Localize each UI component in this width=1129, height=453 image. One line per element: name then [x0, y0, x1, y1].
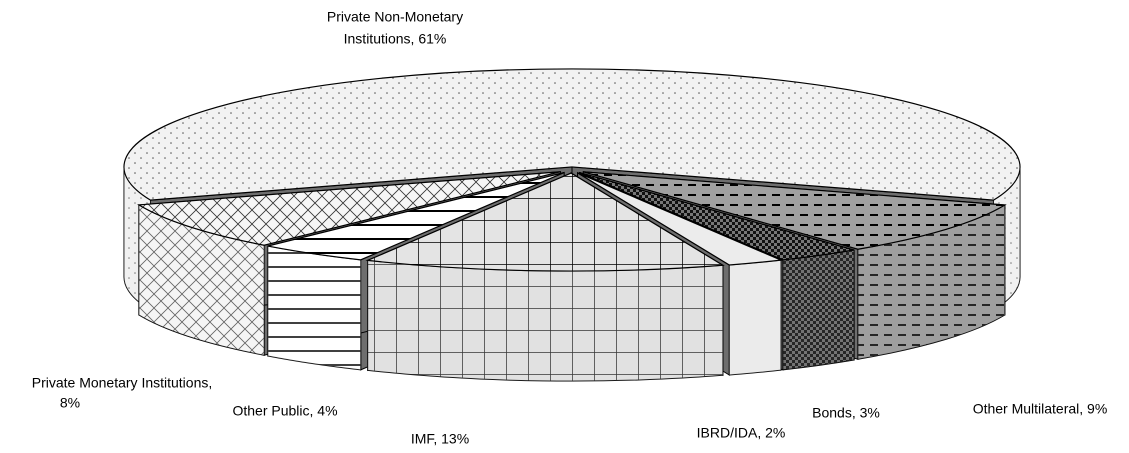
slice-side-shade — [267, 246, 361, 370]
data-label: Other Public, 4% — [232, 403, 337, 419]
slice-side-shade — [857, 204, 1005, 360]
data-label: 8% — [60, 395, 80, 411]
slice-side-shade — [729, 260, 781, 376]
data-label: Other Multilateral, 9% — [973, 401, 1108, 417]
slice — [365, 172, 725, 382]
slice-side-shade — [367, 260, 723, 382]
data-label: IMF, 13% — [411, 431, 469, 447]
data-label: Private Monetary Institutions, — [32, 375, 213, 391]
data-label: IBRD/IDA, 2% — [697, 425, 786, 441]
slice-top — [365, 172, 725, 272]
slice-top — [123, 68, 1021, 201]
slice-top — [577, 172, 784, 266]
data-label: Private Non-Monetary — [327, 9, 463, 25]
slice-top — [579, 172, 855, 261]
data-label: Institutions, 61% — [344, 31, 447, 47]
slice-top — [267, 171, 565, 261]
slice-side-shade — [782, 250, 855, 370]
data-label: Bonds, 3% — [812, 405, 880, 421]
slice-side-shade — [138, 204, 265, 356]
slice-top — [137, 171, 561, 246]
slice-top — [583, 171, 1007, 250]
